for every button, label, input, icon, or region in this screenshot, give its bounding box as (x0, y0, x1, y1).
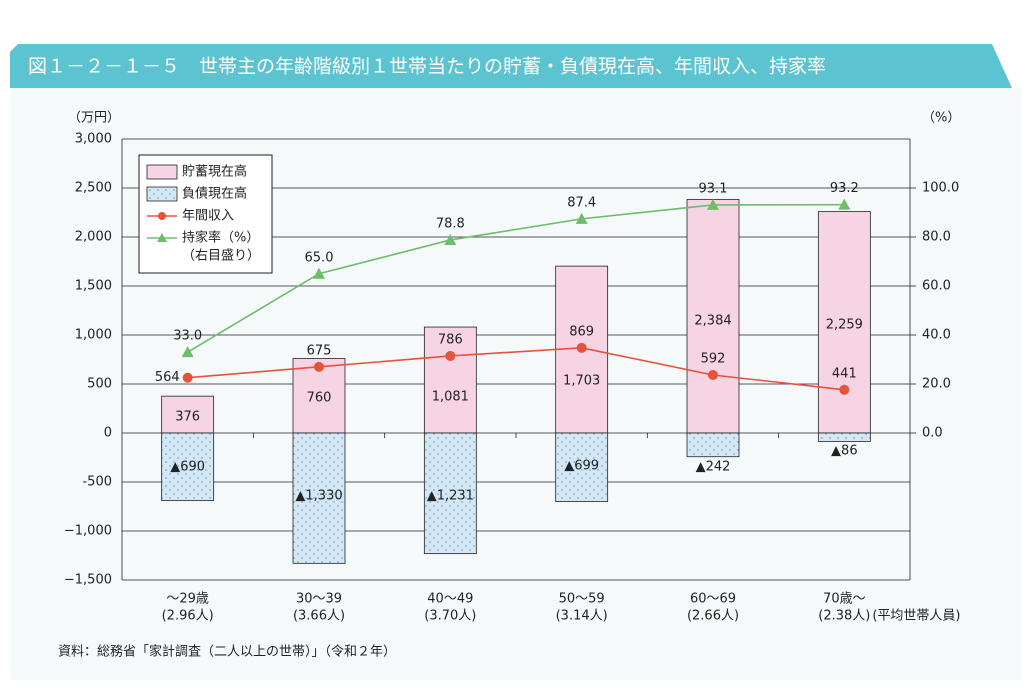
x-tick-sublabel: (2.66人) (687, 609, 739, 624)
y-tick-label: 500 (87, 377, 112, 392)
plot (121, 138, 916, 581)
data-label: ▲1,330 (295, 489, 342, 504)
data-label: 376 (175, 410, 200, 425)
bar (423, 326, 477, 434)
source: 資料：総務省「家計調査（二人以上の世帯）」（令和２年） (58, 644, 396, 660)
bar (423, 432, 477, 555)
x-tick-label: 40～49 (427, 592, 473, 607)
y-tick-label: 1,500 (75, 279, 112, 294)
data-label: 675 (307, 343, 332, 358)
legend-marker (157, 233, 167, 242)
y-tick-label: −1,500 (64, 573, 112, 588)
x-tick-label: ～29歳 (166, 592, 209, 607)
bar (817, 432, 871, 442)
data-label: ▲690 (170, 460, 205, 475)
x-tick-sublabel: (2.38人) (818, 609, 870, 624)
data-label: 786 (438, 332, 463, 347)
data-label: 1,081 (432, 390, 469, 405)
marker (313, 267, 325, 279)
y2-tick-label: 40.0 (922, 328, 951, 343)
x-tick-label: 50～59 (559, 592, 605, 607)
data-label: 33.0 (173, 329, 202, 344)
data-label: 2,384 (694, 314, 731, 329)
marker (838, 198, 851, 210)
marker (576, 342, 587, 353)
y-tick-label: 2,500 (75, 181, 112, 196)
bar (686, 198, 740, 434)
category-note: (平均世帯人員) (872, 609, 960, 624)
x-tick-sublabel: (3.14人) (556, 609, 608, 624)
bar (555, 432, 609, 502)
line (187, 203, 845, 353)
bar (686, 432, 740, 458)
marker (444, 233, 457, 245)
data-label: ▲86 (831, 444, 858, 459)
y-tick-label: -500 (82, 475, 112, 490)
x-tick-sublabel: (3.70人) (424, 609, 476, 624)
legend-label: 貯蓄現在高 (182, 164, 247, 180)
y2-tick-label: 100.0 (922, 181, 959, 196)
legend-marker (158, 212, 166, 220)
data-label: 564 (155, 370, 180, 385)
x-tick-sublabel: (2.96人) (162, 609, 214, 624)
marker (182, 372, 193, 383)
data-label: 1,703 (563, 374, 600, 389)
y2-tick-label: 0.0 (922, 426, 943, 441)
x-tick-label: 60～69 (690, 592, 736, 607)
marker (314, 361, 324, 372)
data-label: ▲242 (696, 460, 731, 475)
x-tick-label: 70歳～ (823, 592, 866, 607)
legend-swatch (146, 186, 178, 202)
marker (707, 198, 719, 210)
bar (817, 211, 871, 434)
data-label: 441 (832, 366, 857, 381)
legend-label: 負債現在高 (182, 186, 247, 202)
data-label: 869 (569, 324, 594, 339)
data-label: 65.0 (305, 250, 334, 265)
data-label: 592 (701, 351, 726, 366)
bar (161, 395, 215, 434)
bar (292, 432, 346, 564)
y-unit: （万円） (68, 111, 120, 126)
data-label: 93.2 (830, 181, 859, 196)
data-label: 93.1 (699, 181, 728, 196)
marker (708, 369, 718, 380)
data-label: 760 (307, 391, 332, 406)
y-tick-label: 1,000 (75, 328, 112, 343)
legend-label: 年間収入 (182, 209, 234, 224)
y2-tick-label: 60.0 (922, 279, 951, 294)
bar (161, 432, 215, 502)
data-label: ▲699 (564, 459, 599, 474)
data-label: ▲1,231 (427, 489, 474, 504)
marker (181, 346, 194, 358)
title-banner (10, 44, 1012, 88)
line (187, 347, 845, 391)
data-label: 87.4 (567, 195, 596, 210)
marker (445, 350, 456, 361)
legend-note: （右目盛り） (182, 249, 260, 264)
legend-swatch (146, 164, 178, 180)
x-tick-sublabel: (3.66人) (293, 609, 345, 624)
y-tick-label: 2,000 (75, 230, 112, 245)
marker (839, 384, 850, 395)
y-tick-label: −1,000 (64, 524, 112, 539)
y-tick-label: 3,000 (75, 132, 112, 147)
data-label: 78.8 (436, 216, 465, 231)
data-label: 2,259 (826, 318, 863, 333)
x-tick-label: 30～39 (296, 592, 342, 607)
legend-label: 持家率（%） (182, 230, 259, 246)
y2-unit: （%） (922, 111, 960, 126)
marker (575, 212, 588, 224)
y2-tick-label: 80.0 (922, 230, 951, 245)
chart-title: 図１－２－１－５ 世帯主の年齢階級別１世帯当たりの貯蓄・負債現在高、年間収入、持… (28, 56, 826, 78)
y-tick-label: 0 (104, 426, 112, 441)
y2-tick-label: 20.0 (922, 377, 951, 392)
